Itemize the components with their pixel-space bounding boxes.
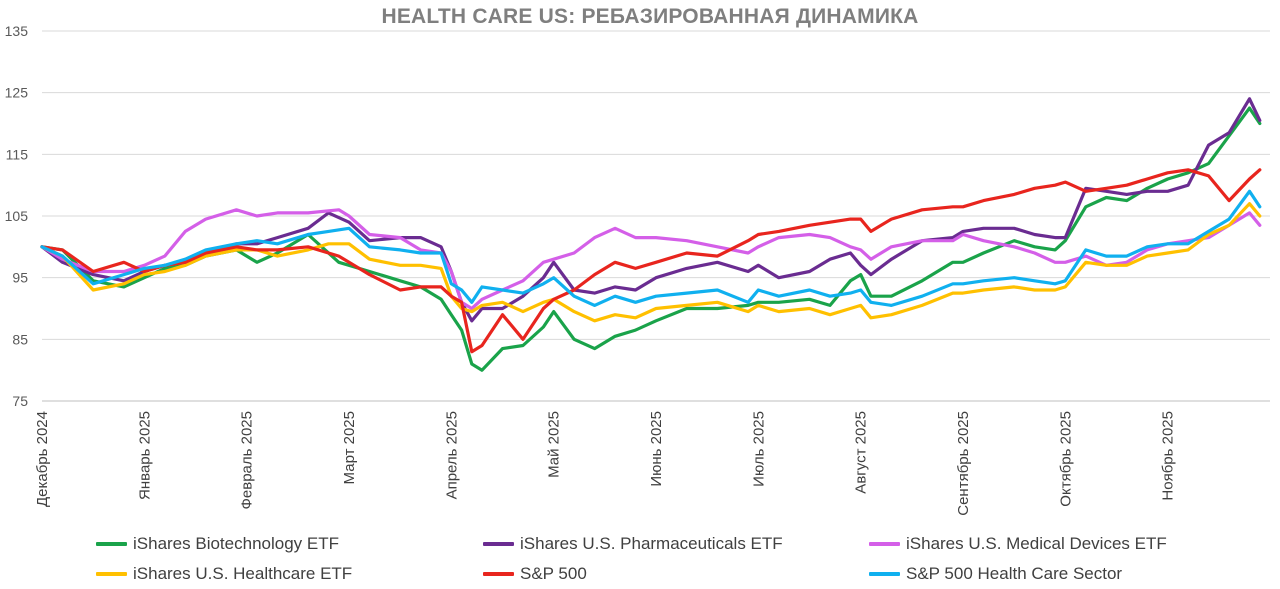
x-tick-label: Октябрь 2025 (1057, 411, 1074, 507)
y-tick-label: 95 (12, 270, 28, 286)
legend-label: iShares U.S. Pharmaceuticals ETF (520, 534, 783, 553)
legend-swatch (96, 542, 127, 546)
y-tick-label: 135 (5, 23, 29, 39)
legend-swatch (96, 572, 127, 576)
legend-item: iShares Biotechnology ETF (96, 531, 339, 557)
legend-swatch (869, 572, 900, 576)
x-axis-ticks: Декабрь 2024 Январь 2025 Февраль 2025 Март … (34, 411, 1177, 516)
x-tick-label: Июнь 2025 (648, 411, 665, 487)
x-tick-label: Ноябрь 2025 (1160, 411, 1177, 501)
y-tick-label: 75 (12, 393, 28, 409)
legend-swatch (869, 542, 900, 546)
legend-label: iShares U.S. Healthcare ETF (133, 564, 353, 583)
legend-label: iShares Biotechnology ETF (133, 534, 339, 553)
legend-item: iShares U.S. Medical Devices ETF (869, 531, 1167, 557)
x-tick-label: Декабрь 2024 (34, 411, 51, 507)
chart-title: HEALTH CARE US: РЕБАЗИРОВАННАЯ ДИНАМИКА (381, 5, 919, 28)
legend-item: iShares U.S. Healthcare ETF (96, 561, 352, 587)
legend-label: S&P 500 (520, 564, 587, 583)
x-tick-label: Январь 2025 (136, 411, 153, 500)
x-tick-label: Февраль 2025 (239, 411, 256, 510)
x-tick-label: Август 2025 (853, 411, 870, 494)
x-tick-label: Апрель 2025 (443, 411, 460, 499)
legend-item: S&P 500 Health Care Sector (869, 561, 1122, 587)
series-line-3 (40, 208, 1262, 311)
legend-item: iShares U.S. Pharmaceuticals ETF (483, 531, 783, 557)
x-tick-label: Март 2025 (341, 411, 358, 484)
legend-item: S&P 500 (483, 561, 587, 587)
x-tick-label: Сентябрь 2025 (955, 411, 972, 516)
series-lines (40, 97, 1262, 372)
line-chart: 75 85 95 105 115 125 135 Декабрь 2024 Январь 20… (5, 23, 1270, 516)
legend: iShares Biotechnology ETF iShares U.S. Ph… (0, 530, 1280, 589)
legend-label: S&P 500 Health Care Sector (906, 564, 1123, 583)
gridlines (42, 30, 1270, 402)
x-tick-label: Июль 2025 (750, 411, 767, 487)
series-line-4 (40, 202, 1262, 323)
x-tick-label: Май 2025 (546, 411, 563, 478)
y-tick-label: 105 (5, 208, 29, 224)
y-tick-label: 85 (12, 331, 28, 347)
y-axis-ticks: 75 85 95 105 115 125 135 (5, 23, 29, 409)
y-tick-label: 125 (5, 85, 29, 101)
series-line-6 (40, 189, 1262, 307)
legend-swatch (483, 542, 514, 546)
y-tick-label: 115 (6, 146, 29, 162)
legend-label: iShares U.S. Medical Devices ETF (906, 534, 1167, 553)
series-line-5 (40, 168, 1262, 354)
series-line-2 (40, 97, 1262, 323)
legend-swatch (483, 572, 514, 576)
